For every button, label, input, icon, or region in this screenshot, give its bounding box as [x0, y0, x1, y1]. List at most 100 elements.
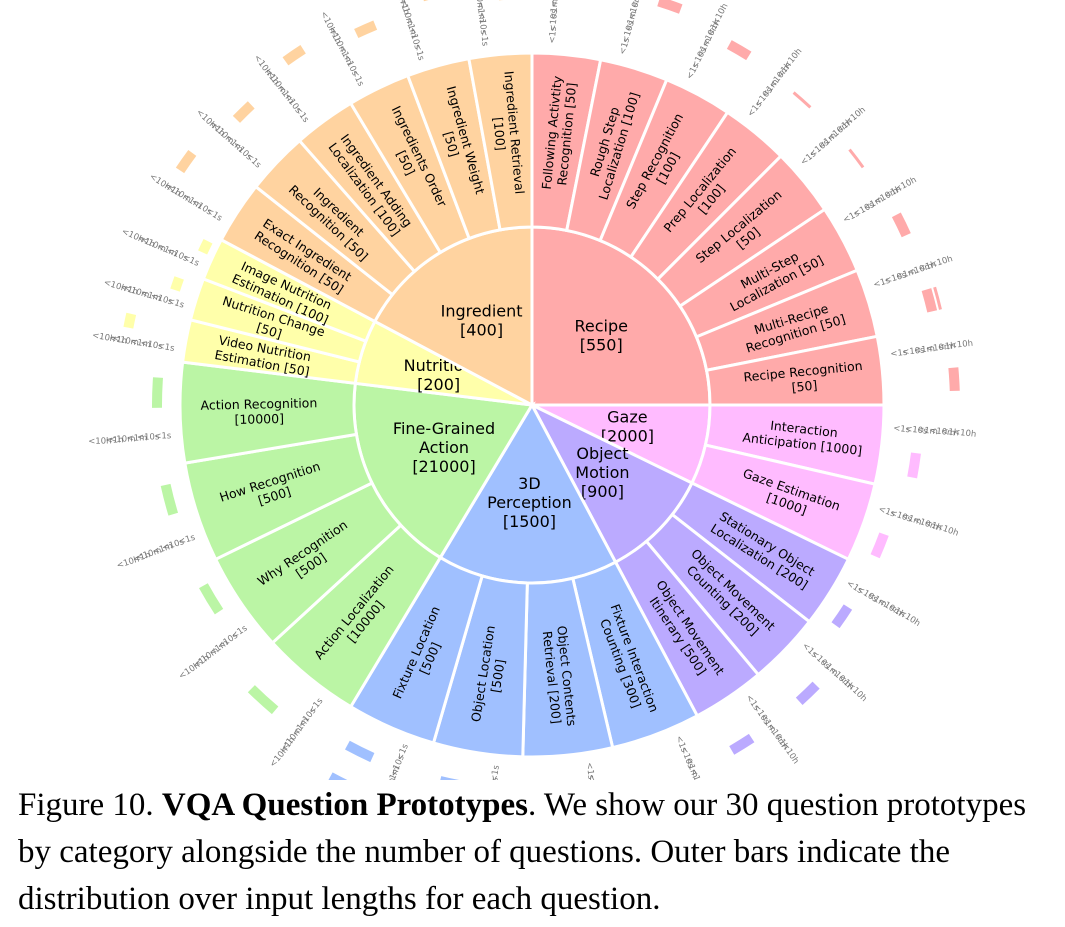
length-tick-label: <10m — [379, 776, 399, 780]
length-tick-label: <1s — [157, 341, 176, 354]
length-tick-label: <1h — [108, 333, 127, 346]
sunburst-svg: Recipe [550] Following ActivtityRecognitio… — [88, 0, 977, 780]
length-tick-label: <10h — [88, 436, 112, 447]
length-bar — [232, 101, 255, 123]
length-tick-label: <10h — [893, 175, 918, 195]
length-bar — [247, 685, 279, 715]
length-tick-label: <10s — [140, 338, 164, 352]
length-bar — [921, 288, 938, 313]
length-tick-label: <1s — [584, 762, 596, 780]
length-tick-label: <10h — [934, 522, 959, 539]
length-tick-label: <1s — [893, 424, 912, 436]
length-tick-label: <1s — [154, 431, 172, 441]
length-tick-label: <1m — [917, 425, 939, 437]
length-tick-label: <10h — [845, 681, 869, 704]
category-label: Object Motion [900] — [575, 444, 629, 501]
length-tick-label: <1h — [105, 435, 123, 445]
length-tick-label: <10h — [102, 278, 127, 295]
length-tick-label: <10h — [251, 53, 273, 78]
length-bar — [792, 91, 812, 109]
length-bar — [175, 149, 197, 174]
length-tick-label: <1s — [489, 764, 502, 780]
length-bar — [657, 0, 683, 14]
length-bar — [726, 40, 752, 61]
length-tick-label: <10h — [897, 608, 922, 629]
length-tick-label: <1h — [937, 341, 956, 353]
length-tick-label: <10m — [926, 342, 953, 355]
length-bar — [199, 583, 224, 615]
length-tick-label: <10s — [548, 8, 560, 32]
length-tick-label: <10m — [688, 767, 707, 780]
length-tick-label: <10h — [147, 172, 172, 193]
length-tick-label: <10h — [318, 10, 337, 35]
category-label: Fine-Grained Action [21000] — [393, 419, 495, 476]
length-tick-label: <1m — [549, 0, 561, 20]
length-bar — [831, 604, 853, 629]
length-bar — [423, 0, 429, 2]
subcategory-group: Following ActivtityRecognition [50]<1s<1… — [530, 0, 603, 233]
category-label: 3D Perception [1500] — [487, 474, 572, 531]
length-bar — [870, 532, 889, 559]
length-tick-label: <10h — [953, 427, 977, 440]
length-tick-label: <10s — [902, 346, 926, 358]
length-tick-label: <1m — [126, 433, 147, 443]
length-tick-label: <1s — [478, 29, 490, 47]
length-tick-label: <10s — [476, 11, 488, 35]
length-bar — [160, 483, 179, 516]
subcategory-group: Object Location[500]<1s<10s<1m<10m<1h<10… — [431, 574, 529, 780]
length-tick-label: <10m — [109, 434, 135, 445]
sunburst-chart: Recipe [550] Following ActivtityRecognitio… — [88, 0, 977, 780]
subcategory-group: How Recognition[500]<1s<10s<1m<10m<1h<10… — [115, 432, 375, 572]
length-tick-label: <1s — [618, 36, 633, 56]
length-tick-label: <1s — [547, 26, 559, 44]
length-bar — [891, 212, 911, 238]
length-tick-label: <10s — [905, 424, 929, 437]
subcategory-group: Ingredient Retrieval[100]<1s<10s<1m<10m<… — [467, 0, 534, 232]
length-tick-label: <1s — [872, 276, 892, 291]
length-tick-label: <1h — [693, 778, 709, 780]
length-tick-label: <10h — [91, 331, 116, 345]
length-tick-label: <1m — [914, 344, 936, 356]
length-bar — [848, 148, 865, 169]
caption-prefix: Figure 10. — [18, 787, 162, 823]
length-bar — [354, 20, 378, 38]
length-bar — [795, 681, 820, 706]
length-tick-label: <10h — [779, 741, 800, 766]
length-tick-label: <1s — [890, 348, 908, 360]
length-bar — [440, 776, 460, 780]
length-tick-label: <10h — [268, 745, 291, 769]
length-tick-label: <1m — [475, 1, 487, 23]
length-tick-label: <10m — [473, 0, 485, 11]
length-bar — [152, 377, 163, 408]
category-label: Gaze [2000] — [601, 408, 654, 446]
length-tick-label: <1h — [630, 0, 645, 9]
length-tick-label: <10h — [711, 2, 731, 27]
length-tick-label: <10h — [843, 105, 867, 128]
length-tick-label: <10m — [929, 426, 956, 439]
length-bar — [328, 772, 348, 780]
caption-title: VQA Question Prototypes — [161, 787, 528, 823]
length-bar — [729, 733, 755, 755]
category-label: Recipe [550] — [574, 316, 627, 354]
length-bar — [948, 367, 960, 392]
subcategory-group: Recipe Recognition[50]<1s<10s<1m<10m<1h<… — [704, 334, 974, 407]
length-bar — [170, 276, 184, 292]
subcategory-sector — [467, 51, 534, 232]
length-bar — [344, 740, 375, 763]
length-tick-label: <1h — [918, 260, 938, 275]
length-bar — [933, 286, 942, 310]
subcategory-group: Prep Localization[100]<1s<10s<1m<10m<1h<… — [628, 47, 812, 282]
length-tick-label: <1s — [412, 43, 426, 63]
length-tick-label: <10m — [112, 334, 140, 349]
length-tick-label: <1m — [129, 337, 151, 351]
length-tick-label: <10h — [194, 108, 218, 131]
subcategory-group: Action Recognition[10000] <1s<10s<1m<10m<… — [88, 360, 359, 465]
length-bar — [907, 452, 921, 479]
length-tick-label: <1h — [941, 427, 960, 439]
length-tick-label: <10h — [115, 555, 140, 572]
length-tick-label: <10h — [949, 339, 973, 351]
length-bar — [123, 312, 137, 329]
length-bar — [282, 45, 306, 66]
length-tick-label: <10h — [392, 0, 408, 5]
length-tick-label: <10m — [549, 0, 562, 8]
